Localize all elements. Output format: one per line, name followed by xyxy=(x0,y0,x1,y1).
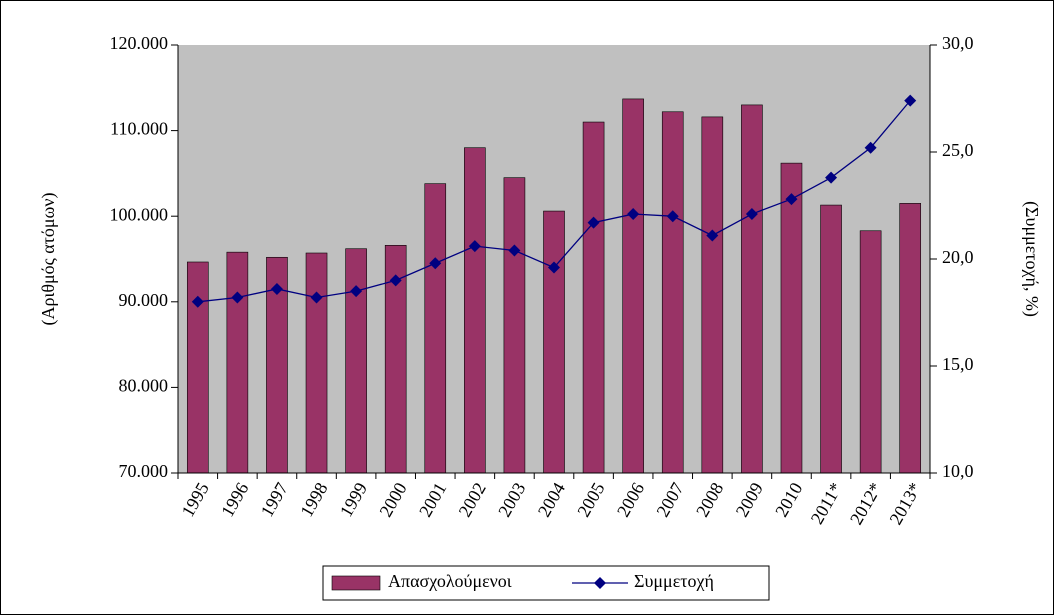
line-marker xyxy=(745,208,758,221)
bar xyxy=(226,251,249,474)
bar xyxy=(305,252,328,474)
y2-axis-label: (Συμμετοχή, %) xyxy=(1021,201,1042,317)
bar xyxy=(780,162,803,474)
legend-box xyxy=(322,565,770,601)
y-tick-label: 80.000 xyxy=(119,376,169,396)
line-marker xyxy=(389,274,402,287)
bar xyxy=(582,121,605,474)
bar xyxy=(899,203,922,474)
y-tick-label: 100.000 xyxy=(110,204,169,224)
y-tick-label: 70.000 xyxy=(119,461,169,481)
line-marker xyxy=(231,291,244,304)
bar xyxy=(345,248,367,474)
y2-tick-label: 20,0 xyxy=(942,247,974,267)
line-marker xyxy=(468,240,481,253)
bar xyxy=(424,183,447,474)
legend-label: Συμμετοχή xyxy=(634,571,714,591)
line-marker xyxy=(904,94,917,107)
line-marker xyxy=(706,229,719,242)
y-axis-label: (Αριθμός ατόμων) xyxy=(38,192,59,325)
legend-marker xyxy=(594,577,606,589)
bar xyxy=(186,261,209,474)
line-marker xyxy=(270,282,283,295)
line-marker xyxy=(350,285,363,298)
y2-tick-label: 25,0 xyxy=(942,140,974,160)
bar xyxy=(859,230,882,474)
legend-label: Απασχολούμενοι xyxy=(388,571,512,591)
line-marker xyxy=(429,257,442,270)
line-marker xyxy=(310,291,323,304)
y2-tick-label: 10,0 xyxy=(942,461,974,481)
line-marker xyxy=(864,141,877,154)
line-marker xyxy=(627,208,640,221)
y-tick-label: 110.000 xyxy=(110,119,168,139)
bar xyxy=(464,147,486,474)
line-marker xyxy=(508,244,521,257)
bar xyxy=(543,210,565,474)
line-marker xyxy=(785,193,798,206)
y-tick-label: 120.000 xyxy=(110,33,169,53)
y2-tick-label: 30,0 xyxy=(942,33,974,53)
line-marker xyxy=(666,210,679,223)
line-marker xyxy=(548,261,560,274)
bar xyxy=(701,116,724,474)
line-marker xyxy=(825,171,838,184)
line-marker xyxy=(587,216,600,229)
bar xyxy=(622,98,644,474)
bar xyxy=(503,177,526,474)
line-marker xyxy=(191,295,204,308)
bar xyxy=(661,111,684,474)
y-tick-label: 90.000 xyxy=(119,290,169,310)
legend-swatch xyxy=(331,575,381,591)
y2-tick-label: 15,0 xyxy=(942,354,974,374)
bar xyxy=(820,204,842,474)
bar xyxy=(741,104,763,474)
